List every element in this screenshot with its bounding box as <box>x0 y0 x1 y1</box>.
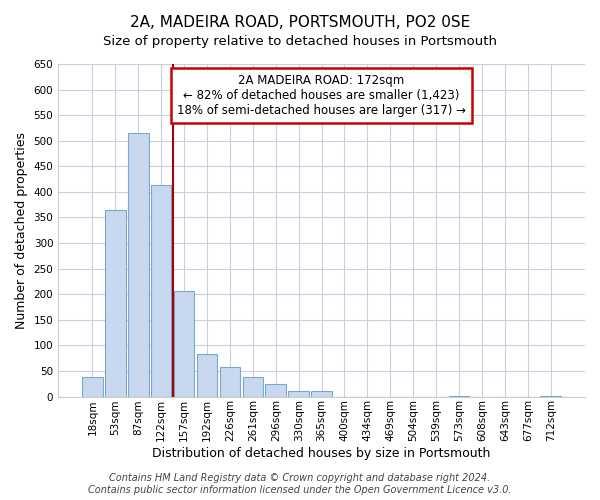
Bar <box>82 377 103 396</box>
X-axis label: Distribution of detached houses by size in Portsmouth: Distribution of detached houses by size … <box>152 447 491 460</box>
Bar <box>220 368 240 396</box>
Text: Contains HM Land Registry data © Crown copyright and database right 2024.
Contai: Contains HM Land Registry data © Crown c… <box>88 474 512 495</box>
Text: Size of property relative to detached houses in Portsmouth: Size of property relative to detached ho… <box>103 35 497 48</box>
Bar <box>265 384 286 396</box>
Bar <box>151 185 172 396</box>
Bar <box>197 354 217 397</box>
Bar <box>242 377 263 396</box>
Bar <box>105 210 125 396</box>
Bar <box>128 133 149 396</box>
Text: 2A MADEIRA ROAD: 172sqm
← 82% of detached houses are smaller (1,423)
18% of semi: 2A MADEIRA ROAD: 172sqm ← 82% of detache… <box>177 74 466 117</box>
Bar <box>289 392 309 396</box>
Bar <box>174 290 194 397</box>
Bar <box>311 392 332 396</box>
Text: 2A, MADEIRA ROAD, PORTSMOUTH, PO2 0SE: 2A, MADEIRA ROAD, PORTSMOUTH, PO2 0SE <box>130 15 470 30</box>
Y-axis label: Number of detached properties: Number of detached properties <box>15 132 28 329</box>
